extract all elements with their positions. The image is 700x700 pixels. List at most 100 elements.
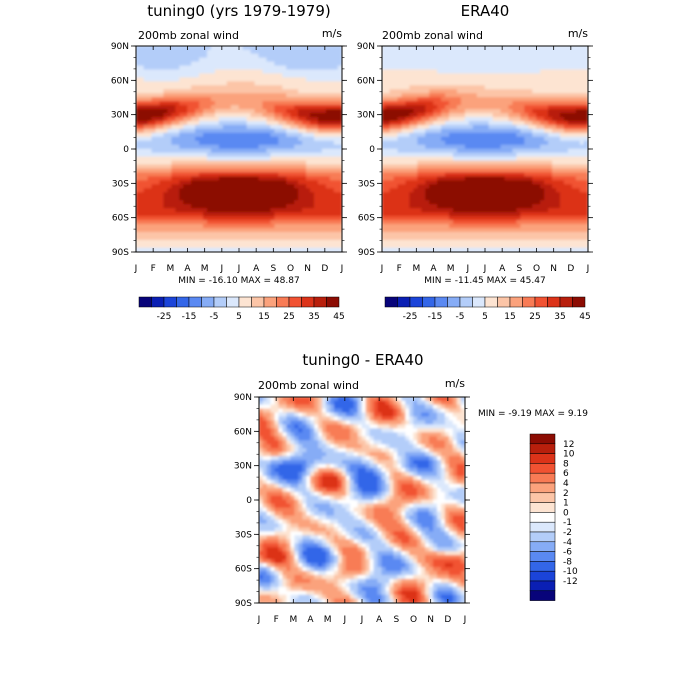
x-tick-label: M [289,615,297,625]
x-tick-label: A [430,264,437,274]
x-tick-label: S [393,615,399,625]
y-tick-label: 90S [235,599,252,609]
colorbar-swatch [313,296,327,308]
panel-diff-units: m/s [445,377,465,390]
panel-diff-stats: MIN = -9.19 MAX = 9.19 [478,409,588,419]
x-tick-label: J [237,264,241,274]
x-tick-label: J [586,264,590,274]
colorbar-label: 10 [563,450,575,460]
colorbar-label: 12 [563,440,574,450]
x-tick-label: A [184,264,191,274]
colorbar-label: 45 [333,312,344,322]
panel-obs-y-ticks: 90N 60N 30N 0 30S 60S 90S [357,42,593,258]
colorbar-swatch [547,296,561,308]
colorbar-label: -4 [563,538,572,548]
colorbar-swatch [459,296,473,308]
colorbar-swatch [276,296,290,308]
colorbar-label: 2 [563,489,569,499]
y-tick-label: 90S [112,248,129,258]
colorbar-swatch [226,296,240,308]
y-tick-label: 60S [358,214,375,224]
colorbar-swatch [529,472,556,484]
x-tick-label: M [447,264,455,274]
x-tick-label: J [360,615,364,625]
colorbar-swatch [522,296,536,308]
colorbar-swatch [529,590,556,601]
colorbar-swatch [301,296,315,308]
x-tick-label: J [466,264,470,274]
panel-model-title: tuning0 (yrs 1979-1979) [147,2,331,20]
colorbar-swatch [529,580,556,592]
x-tick-label: S [516,264,522,274]
y-tick-label: 0 [369,145,375,155]
x-tick-label: N [304,264,311,274]
x-tick-label: M [201,264,209,274]
x-tick-label: J [380,264,384,274]
colorbar-swatch [201,296,215,308]
x-tick-label: J [220,264,224,274]
y-tick-label: 90N [234,393,252,403]
colorbar-swatch [213,296,227,308]
x-tick-label: O [533,264,540,274]
colorbar-label: -1 [563,518,572,528]
y-tick-label: 90S [358,248,375,258]
x-tick-label: J [343,615,347,625]
x-tick-label: M [412,264,420,274]
colorbar-label: 6 [563,469,569,479]
colorbar-swatch [434,296,448,308]
panel-obs-field [382,46,588,252]
colorbar-label: 5 [482,312,488,322]
colorbar-label: 5 [236,312,242,322]
colorbar-swatch [151,296,165,308]
colorbar-swatch [529,512,556,523]
x-tick-label: D [321,264,328,274]
colorbar-label: -15 [182,312,197,322]
x-tick-label: A [307,615,314,625]
colorbar-swatch [472,296,486,308]
y-tick-label: 30S [112,179,129,189]
panel-obs-subtitle: 200mb zonal wind [382,29,483,42]
x-tick-label: A [253,264,260,274]
panel-diff-plot [259,397,465,603]
x-tick-label: F [151,264,156,274]
x-tick-label: M [166,264,174,274]
colorbar-swatch [263,296,277,308]
colorbar-swatch [559,296,573,308]
x-tick-label: F [274,615,279,625]
colorbar-swatch [529,551,556,562]
colorbar-label: 0 [563,508,569,518]
y-tick-label: 60N [357,76,375,86]
panel-obs-colorbar: -25 -15 -5 5 15 25 35 45 [384,296,591,322]
x-tick-label: M [324,615,332,625]
panel-model-field [136,46,342,252]
colorbar-swatch [188,296,202,308]
x-tick-label: O [287,264,294,274]
x-tick-label: J [483,264,487,274]
colorbar-swatch [509,296,523,308]
y-tick-label: 60S [235,565,252,575]
x-tick-label: J [257,615,261,625]
colorbar-swatch [529,502,556,513]
colorbar-swatch [529,531,556,543]
colorbar-swatch [238,296,252,308]
colorbar-swatch [288,296,302,308]
y-tick-label: 60N [111,76,129,86]
colorbar-label: -6 [563,548,572,558]
colorbar-swatch [529,570,556,582]
colorbar-label: -25 [157,312,172,322]
colorbar-label: -2 [563,528,572,538]
x-tick-label: D [567,264,574,274]
colorbar-swatch [529,463,556,474]
colorbar-swatch [251,296,265,308]
colorbar-swatch [422,296,436,308]
colorbar-label: -12 [563,577,578,587]
colorbar-swatch [163,296,177,308]
panel-diff-y-ticks: 90N 60N 30N 0 30S 60S 90S [234,393,470,609]
colorbar-swatch [409,296,423,308]
colorbar-label: -10 [563,567,578,577]
